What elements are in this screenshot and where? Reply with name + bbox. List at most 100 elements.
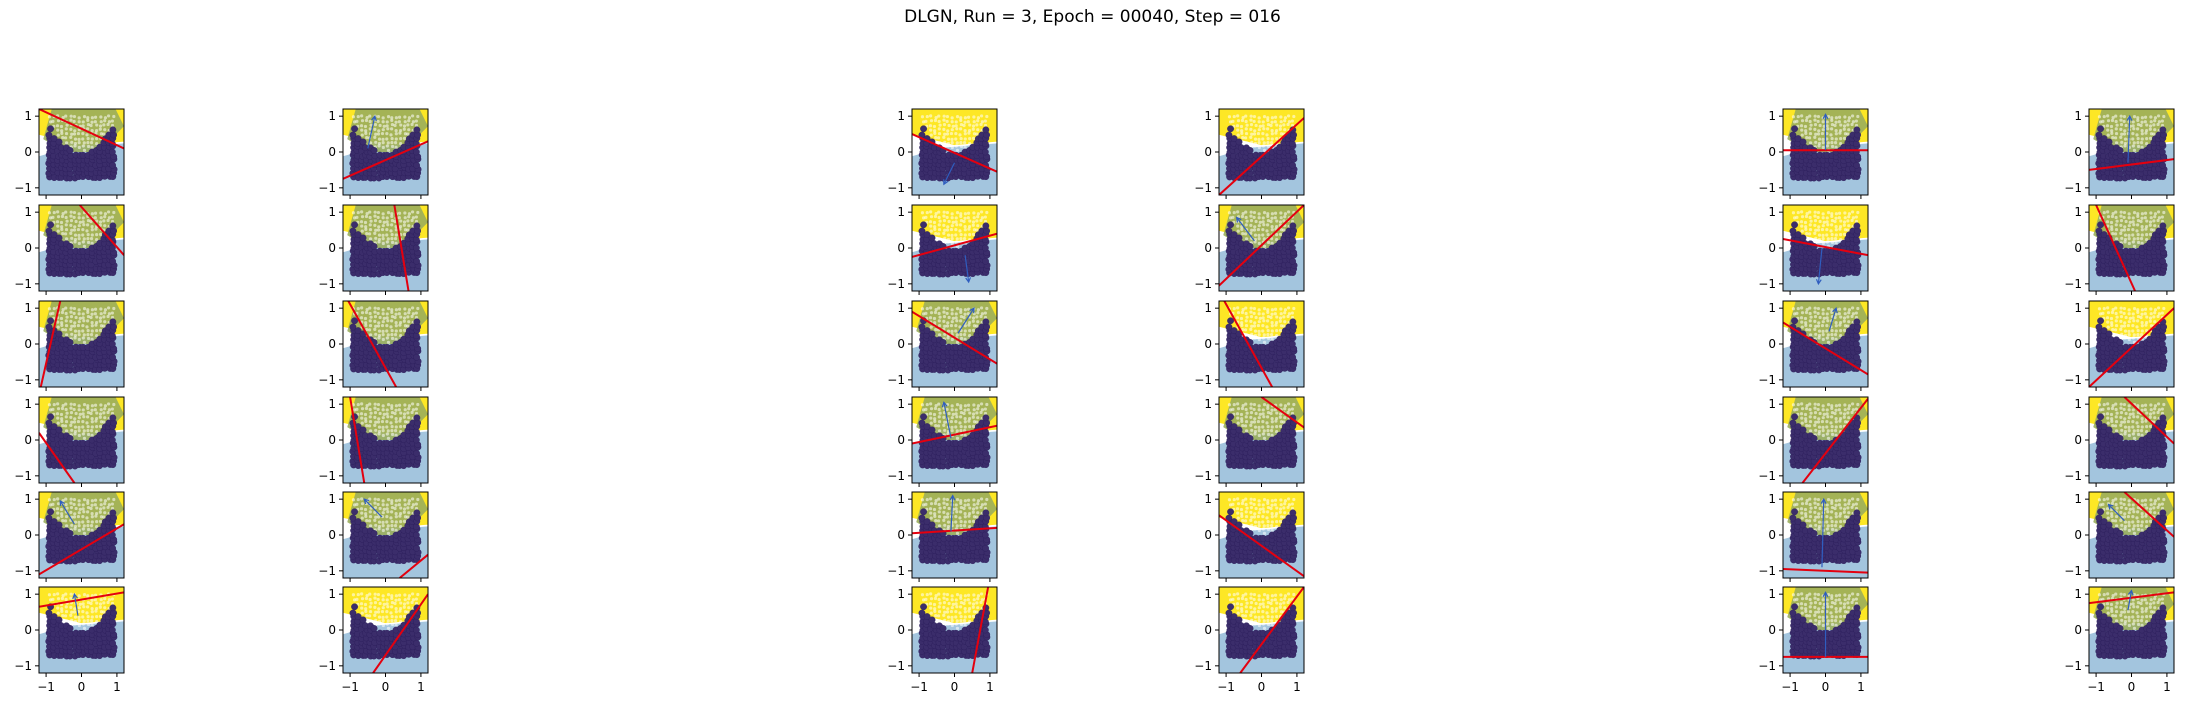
y-tick-label: 0	[1768, 145, 1776, 159]
point-class-1	[60, 406, 65, 411]
point-class-1	[1262, 141, 1266, 145]
point-class-1	[979, 114, 984, 118]
point-class-1	[2144, 131, 2148, 135]
point-class-1	[1249, 210, 1253, 214]
point-class-1	[72, 306, 77, 311]
point-class-1	[962, 315, 966, 320]
point-class-1	[1837, 115, 1842, 119]
point-class-1	[1269, 141, 1274, 145]
point-class-1	[2149, 211, 2153, 215]
point-class-0	[982, 126, 990, 134]
point-class-1	[2122, 324, 2127, 328]
point-class-1	[950, 128, 954, 132]
point-class-1	[393, 237, 398, 241]
point-class-1	[86, 406, 90, 411]
point-class-1	[94, 416, 99, 421]
point-class-1	[1821, 241, 1825, 246]
point-class-1	[959, 141, 963, 145]
point-class-1	[77, 329, 81, 333]
point-class-0	[2100, 231, 2108, 238]
point-class-0	[928, 330, 936, 338]
point-class-1	[52, 306, 56, 311]
point-class-1	[971, 127, 975, 131]
point-class-1	[90, 404, 94, 408]
point-class-1	[1286, 210, 1291, 214]
point-class-1	[385, 220, 389, 224]
point-class-0	[370, 147, 378, 154]
point-class-1	[1808, 119, 1812, 124]
y-tick-label: 0	[328, 241, 336, 255]
point-class-1	[1244, 319, 1248, 323]
point-class-1	[2114, 227, 2119, 232]
point-class-1	[95, 123, 99, 127]
y-tick-label: 0	[24, 145, 32, 159]
point-class-1	[933, 227, 937, 231]
point-class-1	[2124, 123, 2128, 128]
point-class-1	[2122, 114, 2127, 119]
point-class-1	[394, 417, 398, 421]
point-class-1	[1816, 215, 1820, 220]
point-class-1	[967, 227, 971, 231]
point-class-1	[1262, 237, 1266, 241]
point-class-1	[1834, 225, 1838, 229]
point-class-1	[950, 237, 954, 241]
point-class-1	[1282, 315, 1286, 319]
point-class-1	[1262, 148, 1267, 152]
point-class-1	[1261, 228, 1265, 232]
point-class-1	[2145, 123, 2149, 127]
point-class-1	[399, 142, 403, 146]
point-class-1	[402, 136, 407, 140]
point-class-1	[56, 133, 60, 137]
point-class-1	[1257, 241, 1261, 246]
point-class-1	[2144, 320, 2149, 325]
point-class-1	[950, 312, 954, 316]
point-class-1	[73, 333, 78, 338]
point-class-1	[1825, 216, 1829, 220]
point-class-1	[93, 120, 97, 124]
point-class-1	[1847, 212, 1852, 216]
point-class-1	[1833, 123, 1837, 128]
subplot: −101	[1194, 300, 1305, 391]
point-class-1	[368, 119, 372, 124]
point-class-0	[413, 318, 421, 326]
point-class-1	[1843, 228, 1848, 232]
point-class-1	[2122, 228, 2127, 232]
point-class-1	[1809, 123, 1813, 127]
arrow-head	[2126, 114, 2133, 121]
point-class-1	[1813, 118, 1817, 122]
point-class-1	[2119, 223, 2123, 227]
point-class-1	[72, 132, 77, 136]
point-class-1	[2111, 308, 2115, 312]
point-class-1	[380, 419, 385, 424]
point-class-1	[1850, 114, 1855, 118]
point-class-1	[2156, 314, 2160, 319]
point-class-1	[73, 417, 77, 421]
point-class-1	[386, 148, 391, 152]
point-class-1	[373, 310, 377, 314]
point-class-0	[2159, 222, 2167, 230]
point-class-1	[934, 116, 938, 120]
point-class-1	[360, 128, 364, 132]
point-class-1	[924, 119, 928, 123]
point-class-0	[359, 138, 367, 146]
point-class-1	[1239, 316, 1244, 321]
point-class-0	[1227, 125, 1234, 133]
point-class-1	[1847, 215, 1851, 219]
point-class-1	[1851, 216, 1855, 220]
point-class-1	[2126, 323, 2131, 328]
point-class-1	[1807, 136, 1812, 140]
point-class-1	[967, 224, 972, 229]
point-class-1	[77, 145, 81, 150]
separator-line	[78, 205, 124, 256]
point-class-1	[1278, 127, 1282, 131]
point-class-1	[2128, 316, 2132, 320]
point-class-1	[2110, 323, 2114, 327]
point-class-1	[934, 231, 938, 236]
point-class-1	[2111, 327, 2115, 332]
point-class-1	[2123, 321, 2127, 325]
point-class-1	[1278, 319, 1282, 323]
point-class-1	[61, 231, 65, 236]
point-class-1	[2131, 216, 2135, 220]
point-class-1	[946, 240, 950, 244]
point-class-1	[386, 244, 391, 248]
